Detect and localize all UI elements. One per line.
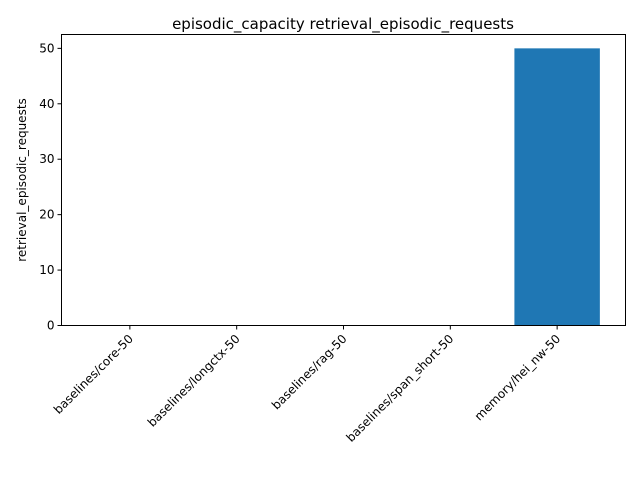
- bar-4: [514, 48, 600, 326]
- y-axis: 0 10 20 30 40 50: [39, 41, 62, 333]
- y-tick-label: 20: [39, 208, 54, 222]
- plot-frame: [61, 34, 626, 326]
- x-tick-label: baselines/core-50: [51, 332, 136, 417]
- chart-title: episodic_capacity retrieval_episodic_req…: [172, 15, 514, 34]
- x-tick-label: baselines/span_short-50: [343, 332, 456, 445]
- x-tick-label: baselines/rag-50: [269, 332, 350, 413]
- x-tick-label: memory/hei_nw-50: [472, 332, 564, 424]
- y-tick-label: 30: [39, 152, 54, 166]
- y-tick-label: 50: [39, 41, 54, 55]
- y-tick-label: 0: [47, 319, 55, 333]
- bars-layer: [514, 48, 600, 326]
- x-axis: baselines/core-50 baselines/longctx-50 bas…: [51, 325, 564, 445]
- x-tick-label: baselines/longctx-50: [145, 332, 243, 430]
- y-tick-label: 10: [39, 263, 54, 277]
- y-axis-label: retrieval_episodic_requests: [15, 98, 29, 262]
- y-tick-label: 40: [39, 97, 54, 111]
